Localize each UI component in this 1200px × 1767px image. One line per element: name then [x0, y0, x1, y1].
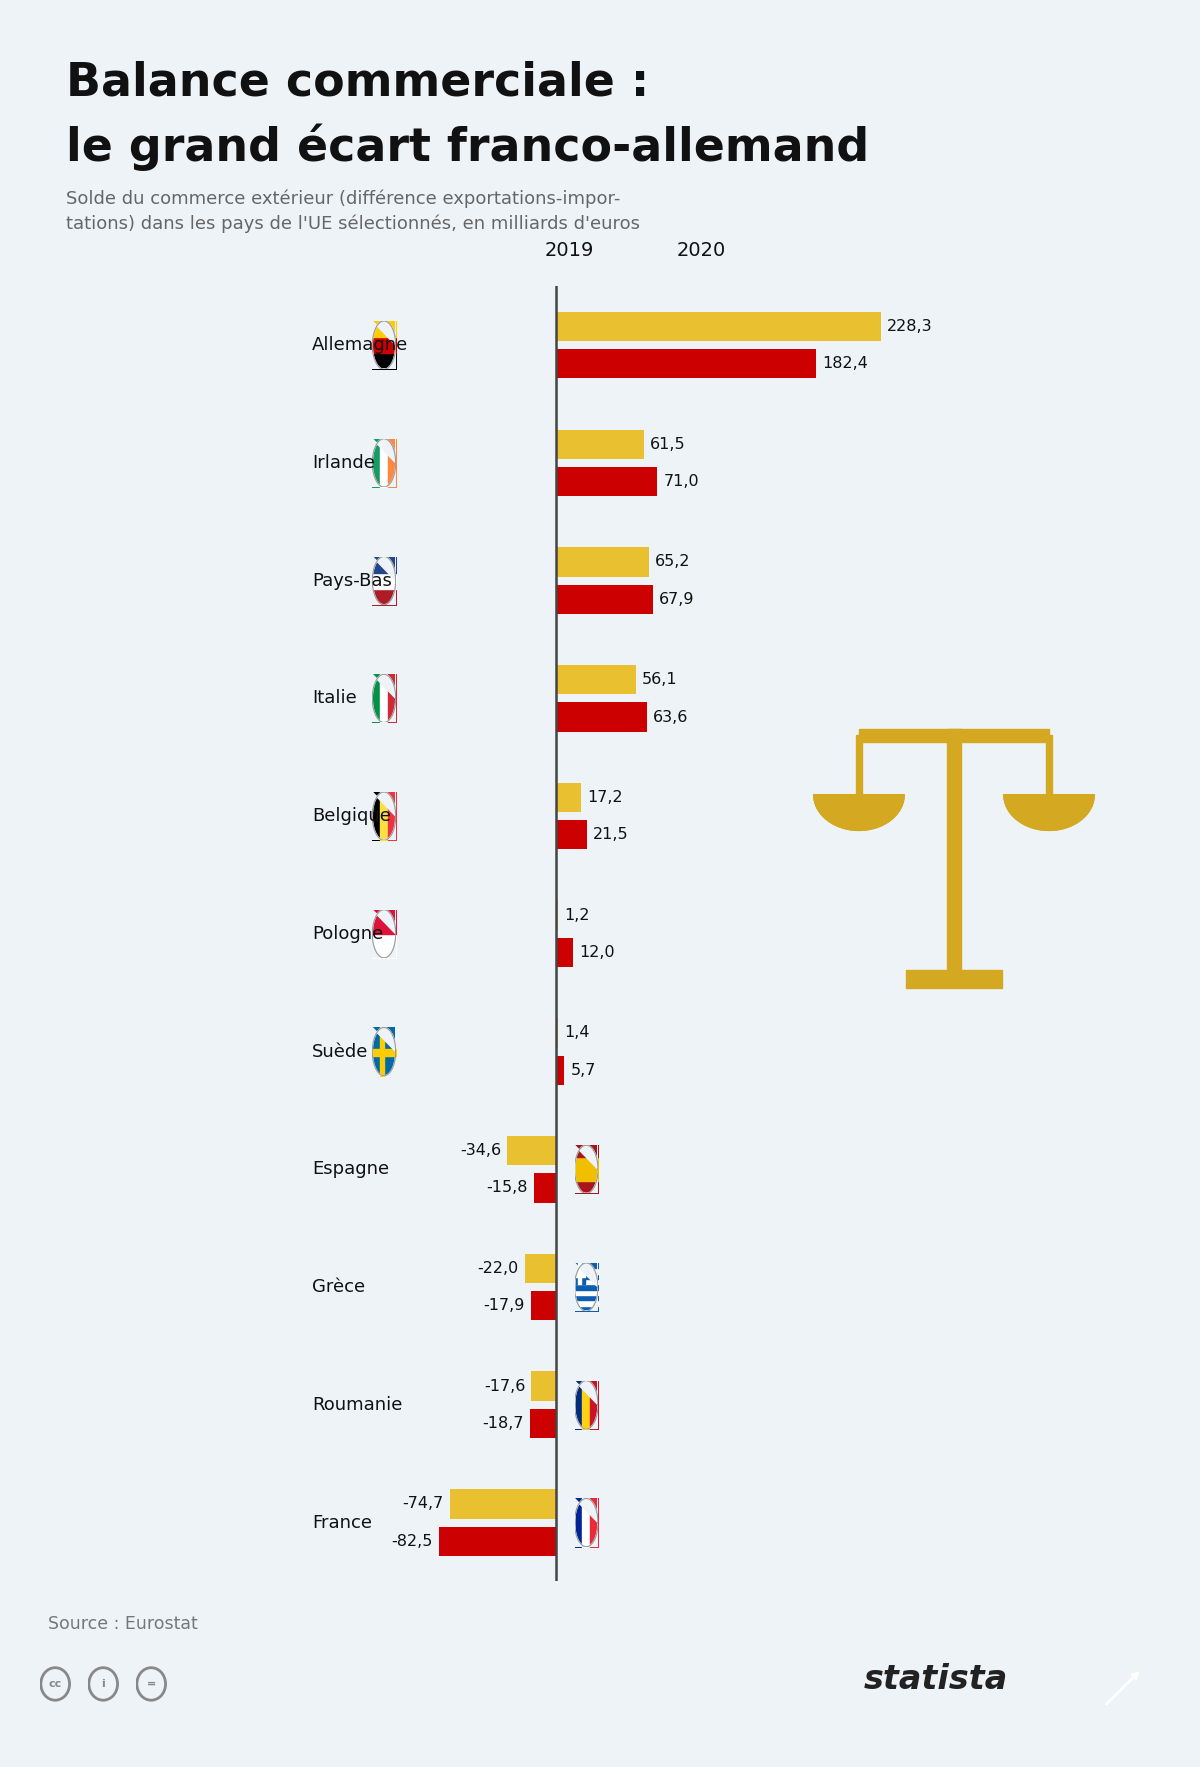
Text: 65,2: 65,2 [655, 555, 690, 569]
Text: -82,5: -82,5 [391, 1534, 433, 1548]
Text: Irlande: Irlande [312, 454, 374, 472]
Text: Espagne: Espagne [312, 1161, 389, 1179]
Text: 2019: 2019 [545, 242, 594, 260]
Text: 63,6: 63,6 [653, 710, 688, 724]
Text: Italie: Italie [312, 689, 356, 707]
Text: 5,7: 5,7 [570, 1062, 595, 1078]
Text: Belgique: Belgique [312, 808, 391, 825]
Polygon shape [372, 792, 396, 841]
Polygon shape [575, 1145, 598, 1193]
Text: Balance commerciale :: Balance commerciale : [66, 60, 649, 104]
Text: 61,5: 61,5 [649, 436, 685, 452]
Text: Solde du commerce extérieur (différence exportations-impor-
tations) dans les pa: Solde du commerce extérieur (différence … [66, 189, 640, 233]
Text: Source : Eurostat: Source : Eurostat [48, 1615, 198, 1633]
Text: -22,0: -22,0 [478, 1262, 518, 1276]
Text: Grèce: Grèce [312, 1278, 365, 1297]
Bar [450, 1490, 557, 1518]
Text: statista: statista [864, 1663, 1008, 1696]
Bar [508, 1136, 557, 1166]
Polygon shape [1004, 795, 1094, 830]
Text: Pologne: Pologne [312, 924, 383, 944]
Text: Suède: Suède [312, 1043, 368, 1060]
Polygon shape [372, 1027, 396, 1076]
Bar [557, 1055, 564, 1085]
Bar [557, 1018, 558, 1048]
Bar [557, 429, 643, 459]
Bar [557, 466, 658, 497]
FancyArrow shape [947, 730, 961, 982]
Bar [557, 350, 816, 378]
Bar [557, 548, 649, 576]
Text: Roumanie: Roumanie [312, 1396, 402, 1414]
Text: 17,2: 17,2 [587, 790, 623, 806]
Bar [524, 1255, 557, 1283]
Polygon shape [575, 1263, 598, 1311]
Text: 182,4: 182,4 [822, 357, 868, 371]
Text: -74,7: -74,7 [403, 1497, 444, 1511]
Text: France: France [312, 1514, 372, 1532]
Bar [557, 820, 587, 850]
FancyArrow shape [856, 735, 862, 795]
Text: le grand écart franco-allemand: le grand écart franco-allemand [66, 124, 869, 171]
Text: 56,1: 56,1 [642, 671, 678, 687]
Text: -34,6: -34,6 [460, 1143, 502, 1157]
Text: 2020: 2020 [677, 242, 726, 260]
Text: Pays-Bas: Pays-Bas [312, 571, 392, 590]
Text: 1,2: 1,2 [564, 908, 589, 922]
Bar [529, 1408, 557, 1438]
Text: -15,8: -15,8 [486, 1180, 528, 1196]
Polygon shape [575, 1498, 598, 1546]
Text: 67,9: 67,9 [659, 592, 695, 606]
Bar [557, 783, 581, 813]
Text: 1,4: 1,4 [564, 1025, 589, 1041]
Text: 21,5: 21,5 [593, 827, 629, 843]
Text: 12,0: 12,0 [580, 945, 614, 959]
Bar [557, 311, 881, 341]
Text: 228,3: 228,3 [887, 320, 932, 334]
Bar [534, 1173, 557, 1203]
Polygon shape [372, 557, 396, 604]
Polygon shape [372, 438, 396, 488]
Bar [557, 938, 574, 967]
Bar [532, 1371, 557, 1401]
Text: -18,7: -18,7 [482, 1415, 523, 1431]
Text: cc: cc [48, 1679, 62, 1689]
Text: =: = [146, 1679, 156, 1689]
Text: 71,0: 71,0 [664, 474, 698, 489]
Polygon shape [372, 675, 396, 723]
Text: -17,6: -17,6 [484, 1378, 526, 1394]
FancyArrow shape [1046, 735, 1052, 795]
Bar [439, 1527, 557, 1557]
Text: Allemagne: Allemagne [312, 336, 408, 353]
Polygon shape [372, 910, 396, 958]
Bar [575, 1263, 584, 1285]
Text: i: i [101, 1679, 106, 1689]
Bar [557, 701, 647, 732]
Bar [557, 664, 636, 694]
Bar [557, 901, 558, 929]
FancyArrow shape [906, 970, 1002, 988]
Bar [530, 1292, 557, 1320]
Polygon shape [372, 322, 396, 369]
Polygon shape [575, 1380, 598, 1430]
Bar [557, 585, 653, 613]
Text: -17,9: -17,9 [484, 1299, 524, 1313]
Polygon shape [814, 795, 904, 830]
FancyArrow shape [859, 730, 1049, 742]
